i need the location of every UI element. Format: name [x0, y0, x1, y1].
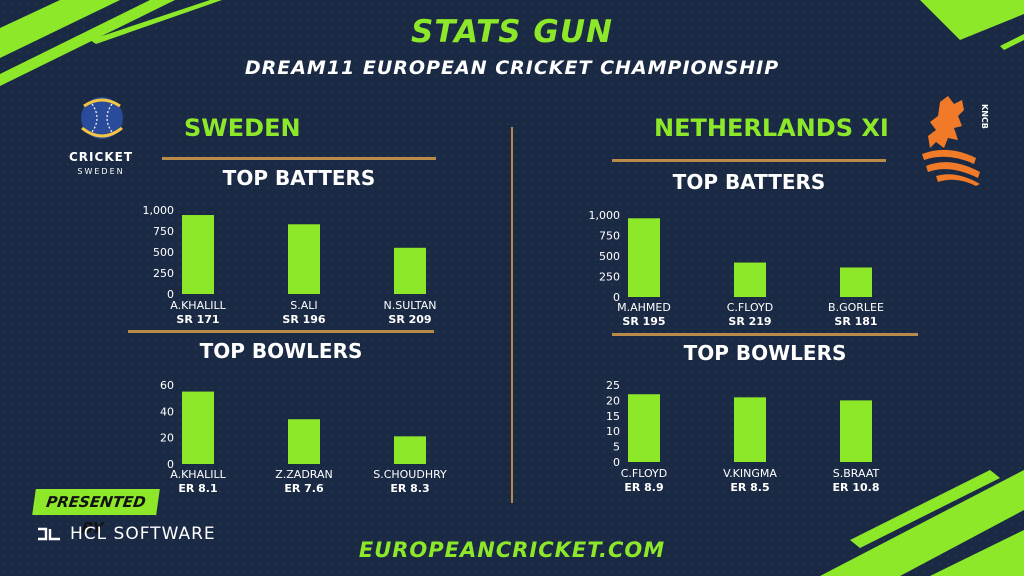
y-tick-label: 60: [160, 379, 174, 392]
y-tick-label: 20: [606, 394, 620, 407]
rate-label: SR 196: [282, 313, 326, 326]
bar-zzadran: [288, 419, 320, 464]
bar-bgorlee: [840, 267, 872, 297]
rule-left-mid: [128, 330, 434, 333]
section-title-sweden-batters: TOP BATTERS: [222, 166, 376, 190]
logo-text-cricket: CRICKET: [69, 150, 133, 164]
page-title: STATS GUN: [411, 14, 613, 50]
bar-akhalill: [182, 215, 214, 294]
team-name-sweden: SWEDEN: [184, 114, 301, 142]
bar-schoudhry: [394, 436, 426, 464]
rate-label: ER 7.6: [284, 482, 324, 495]
y-tick-label: 750: [153, 225, 174, 238]
website-url[interactable]: EUROPEANCRICKET.COM: [358, 538, 666, 562]
y-tick-label: 0: [167, 288, 174, 301]
y-tick-label: 40: [160, 405, 174, 418]
kncb-lion-logo: [922, 96, 980, 186]
rule-right-top: [612, 159, 886, 162]
category-label: Z.ZADRAN: [275, 468, 333, 481]
category-label: M.AHMED: [617, 301, 671, 314]
rate-label: ER 8.1: [178, 482, 217, 495]
y-tick-label: 10: [606, 425, 620, 438]
section-title-netherlands-batters: TOP BATTERS: [672, 170, 826, 194]
rate-label: ER 8.5: [730, 481, 769, 494]
rule-left-top: [162, 157, 436, 160]
category-label: N.SULTAN: [384, 299, 437, 312]
y-tick-label: 5: [613, 441, 620, 454]
bar-cfloyd: [628, 394, 660, 462]
rule-right-mid: [612, 333, 918, 336]
logo-text-sweden: SWEDEN: [77, 167, 125, 176]
y-tick-label: 1,000: [589, 209, 621, 222]
category-label: S.BRAAT: [833, 467, 880, 480]
category-label: V.KINGMA: [723, 467, 777, 480]
rate-label: ER 10.8: [833, 481, 880, 494]
page-subtitle: DREAM11 EUROPEAN CRICKET CHAMPIONSHIP: [244, 57, 780, 79]
hcl-logo-icon: [38, 527, 60, 541]
rate-label: ER 8.9: [624, 481, 663, 494]
y-tick-label: 20: [160, 432, 174, 445]
y-tick-label: 0: [613, 291, 620, 304]
section-title-netherlands-bowlers: TOP BOWLERS: [683, 341, 847, 365]
bar-sbraat: [840, 400, 872, 462]
category-label: B.GORLEE: [828, 301, 884, 314]
sponsor-label: HCL SOFTWARE: [70, 524, 216, 544]
category-label: S.CHOUDHRY: [373, 468, 447, 481]
cricket-sweden-logo: [81, 97, 123, 139]
y-tick-label: 15: [606, 410, 620, 423]
y-tick-label: 1,000: [143, 204, 175, 217]
category-label: C.FLOYD: [727, 301, 774, 314]
y-tick-label: 250: [599, 271, 620, 284]
category-label: C.FLOYD: [621, 467, 668, 480]
rate-label: SR 181: [834, 315, 877, 328]
y-tick-label: 500: [599, 250, 620, 263]
logo-text-kncb: KNCB: [980, 104, 989, 129]
y-tick-label: 0: [167, 458, 174, 471]
rate-label: ER 8.3: [390, 482, 429, 495]
bar-cfloyd: [734, 262, 766, 297]
bar-mahmed: [628, 218, 660, 297]
y-tick-label: 25: [606, 379, 620, 392]
y-tick-label: 750: [599, 230, 620, 243]
category-label: A.KHALILL: [170, 299, 226, 312]
rate-label: SR 209: [388, 313, 431, 326]
bar-vkingma: [734, 397, 766, 462]
bar-nsultan: [394, 247, 426, 294]
category-label: A.KHALILL: [170, 468, 226, 481]
y-tick-label: 0: [613, 456, 620, 469]
category-label: S.ALI: [290, 299, 317, 312]
rate-label: SR 195: [622, 315, 665, 328]
sponsor-name: HCL SOFTWARE: [36, 524, 216, 544]
rate-label: SR 219: [728, 315, 771, 328]
y-tick-label: 500: [153, 246, 174, 259]
section-title-sweden-bowlers: TOP BOWLERS: [199, 339, 363, 363]
bar-akhalill: [182, 391, 214, 464]
rate-label: SR 171: [176, 313, 219, 326]
presented-by-badge: PRESENTED BY: [32, 489, 160, 537]
team-name-netherlands: NETHERLANDS XI: [654, 114, 889, 142]
center-divider: [511, 127, 513, 503]
bar-sali: [288, 224, 320, 294]
y-tick-label: 250: [153, 267, 174, 280]
